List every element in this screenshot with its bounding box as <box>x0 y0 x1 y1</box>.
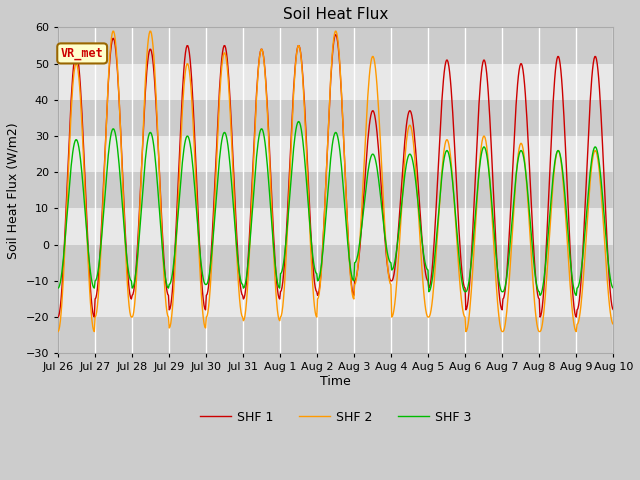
SHF 3 <box>207 258 215 264</box>
SHF 2 <box>404 128 412 133</box>
Title: Soil Heat Flux: Soil Heat Flux <box>283 7 388 22</box>
Bar <box>58 63 613 100</box>
Bar <box>58 136 613 172</box>
SHF 2 <box>420 294 428 300</box>
SHF 2 <box>609 322 617 327</box>
SHF 2 <box>178 122 186 128</box>
Line: SHF 3: SHF 3 <box>58 121 613 295</box>
SHF 1 <box>122 228 129 234</box>
Y-axis label: Soil Heat Flux (W/m2): Soil Heat Flux (W/m2) <box>7 122 20 259</box>
SHF 1 <box>609 307 617 312</box>
SHF 3 <box>54 285 62 291</box>
SHF 3 <box>64 199 72 204</box>
Legend: SHF 1, SHF 2, SHF 3: SHF 1, SHF 2, SHF 3 <box>195 406 477 429</box>
SHF 1 <box>178 104 186 109</box>
Line: SHF 1: SHF 1 <box>58 35 613 317</box>
Bar <box>58 172 613 208</box>
SHF 1 <box>332 32 339 38</box>
SHF 3 <box>404 155 412 160</box>
SHF 1 <box>64 160 72 166</box>
SHF 2 <box>54 329 62 335</box>
SHF 2 <box>122 240 129 246</box>
SHF 2 <box>207 274 215 280</box>
SHF 3 <box>122 239 129 244</box>
SHF 1 <box>207 254 215 260</box>
SHF 3 <box>609 285 617 291</box>
Bar <box>58 317 613 353</box>
Bar <box>58 245 613 281</box>
X-axis label: Time: Time <box>321 375 351 388</box>
Bar <box>58 100 613 136</box>
SHF 2 <box>332 28 339 34</box>
Line: SHF 2: SHF 2 <box>58 31 613 332</box>
SHF 1 <box>420 260 428 265</box>
SHF 3 <box>420 254 428 260</box>
SHF 1 <box>54 314 62 320</box>
Text: VR_met: VR_met <box>61 47 104 60</box>
SHF 3 <box>294 119 302 124</box>
SHF 3 <box>536 292 544 298</box>
Bar <box>58 208 613 245</box>
SHF 2 <box>64 172 72 178</box>
Bar <box>58 27 613 63</box>
SHF 3 <box>178 168 186 173</box>
SHF 1 <box>404 112 412 118</box>
Bar <box>58 281 613 317</box>
